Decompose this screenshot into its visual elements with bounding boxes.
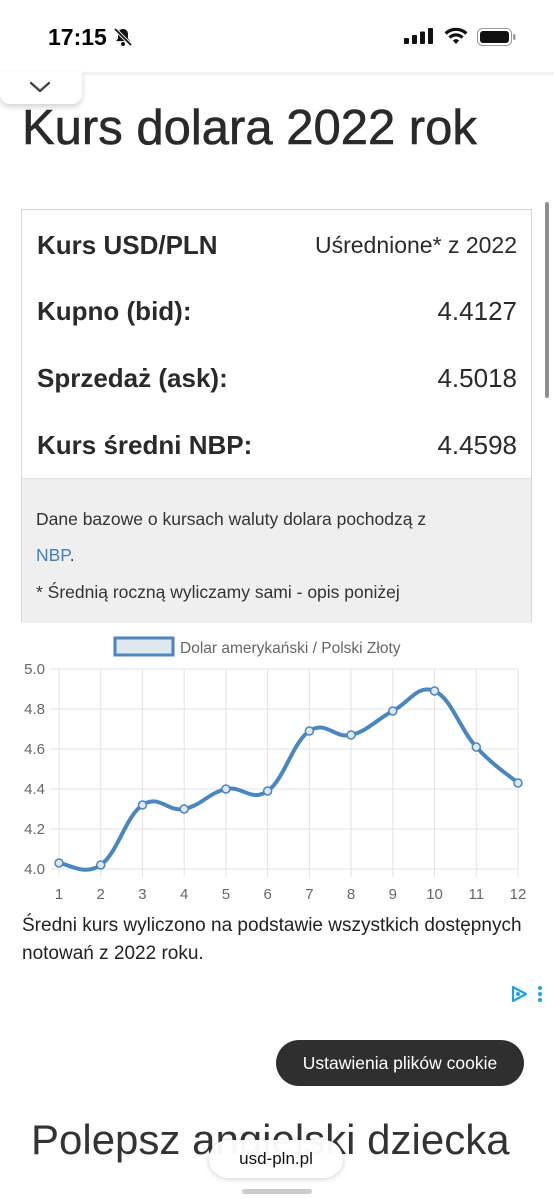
chart-legend: Dolar amerykański / Polski Złoty xyxy=(113,636,401,657)
data-point xyxy=(54,858,64,868)
data-point xyxy=(262,786,273,796)
ad-choices-icon xyxy=(511,985,528,1003)
usd-pln-line-chart: Dolar amerykański / Polski Złoty 4.04.24… xyxy=(24,636,527,903)
y-tick-label: 5.0 xyxy=(24,661,45,678)
data-point xyxy=(137,800,148,810)
x-tick-label: 7 xyxy=(305,886,313,903)
bid-row: Kupno (bid): 4.4127 xyxy=(37,296,517,336)
source-link-suffix: . xyxy=(69,545,75,565)
collapse-menu-button[interactable] xyxy=(0,72,82,104)
data-point xyxy=(179,804,189,814)
x-tick-label: 3 xyxy=(138,886,146,903)
status-time: 17:15 xyxy=(48,24,107,50)
ask-value: 4.5018 xyxy=(437,363,517,393)
chart-grid xyxy=(51,668,519,877)
chevron-down-icon xyxy=(29,81,51,93)
nbp-link[interactable]: NBP xyxy=(36,545,70,565)
data-point xyxy=(304,726,315,736)
signal-icon xyxy=(404,28,434,49)
x-axis-ticks: 1 2 3 4 5 6 7 8 9 10 11 12 xyxy=(55,886,527,903)
data-point xyxy=(221,784,231,794)
y-tick-label: 4.8 xyxy=(24,701,45,718)
data-point xyxy=(429,686,440,696)
data-point xyxy=(95,860,106,870)
ask-label: Sprzedaż (ask): xyxy=(37,363,228,393)
x-tick-label: 2 xyxy=(97,886,105,903)
card-footer: Dane bazowe o kursach waluty dolara poch… xyxy=(22,478,531,623)
data-point xyxy=(388,706,398,716)
currency-pair-label: Kurs USD/PLN xyxy=(37,230,218,260)
y-axis-ticks: 4.0 4.2 4.4 4.6 4.8 5.0 xyxy=(24,661,45,878)
bid-label: Kupno (bid): xyxy=(37,296,192,326)
home-indicator xyxy=(242,1189,312,1194)
source-link-line: NBP. xyxy=(36,545,75,566)
nbp-row: Kurs średni NBP: 4.4598 xyxy=(37,430,517,470)
more-vertical-icon xyxy=(538,986,542,1002)
nbp-label: Kurs średni NBP: xyxy=(37,430,253,460)
address-bar[interactable]: usd-pln.pl xyxy=(209,1140,343,1178)
silent-bell-icon xyxy=(112,26,134,53)
battery-icon xyxy=(477,28,517,51)
y-tick-label: 4.4 xyxy=(24,781,45,798)
x-tick-label: 11 xyxy=(468,886,484,903)
ad-controls[interactable] xyxy=(510,984,546,1009)
x-tick-label: 8 xyxy=(347,886,355,903)
data-point xyxy=(346,730,356,740)
legend-swatch xyxy=(113,636,175,657)
x-tick-label: 10 xyxy=(426,886,443,903)
x-tick-label: 12 xyxy=(510,886,527,903)
x-tick-label: 4 xyxy=(180,886,188,903)
averaged-label: Uśrednione* z 2022 xyxy=(314,232,517,258)
legend-label: Dolar amerykański / Polski Złoty xyxy=(180,640,401,657)
scrollbar[interactable] xyxy=(545,202,549,398)
series-points xyxy=(54,686,523,870)
y-tick-label: 4.6 xyxy=(24,741,45,758)
data-point xyxy=(513,778,523,788)
bid-value: 4.4127 xyxy=(437,296,517,326)
x-tick-label: 9 xyxy=(389,886,397,903)
series-line xyxy=(57,687,520,872)
footnote: * Średnią roczną wyliczamy sami - opis p… xyxy=(36,582,400,602)
x-tick-label: 1 xyxy=(55,886,63,903)
rates-card: Kurs USD/PLN Uśrednione* z 2022 Kupno (b… xyxy=(21,209,532,623)
chart-caption: Średni kurs wyliczono na podstawie wszys… xyxy=(22,915,522,964)
nbp-value: 4.4598 xyxy=(437,430,517,460)
source-note: Dane bazowe o kursach waluty dolara poch… xyxy=(36,509,427,529)
ask-row: Sprzedaż (ask): 4.5018 xyxy=(37,363,517,403)
page-title: Kurs dolara 2022 rok xyxy=(22,101,477,156)
cookie-settings-button[interactable]: Ustawienia plików cookie xyxy=(276,1040,524,1086)
rates-header-row: Kurs USD/PLN Uśrednione* z 2022 xyxy=(37,230,517,270)
wifi-icon xyxy=(444,27,468,50)
data-point xyxy=(471,742,482,752)
status-bar: 17:15 xyxy=(0,0,554,72)
x-tick-label: 6 xyxy=(263,886,271,903)
y-tick-label: 4.2 xyxy=(24,821,45,838)
header-divider xyxy=(82,72,554,75)
x-tick-label: 5 xyxy=(222,886,230,903)
y-tick-label: 4.0 xyxy=(24,861,45,878)
